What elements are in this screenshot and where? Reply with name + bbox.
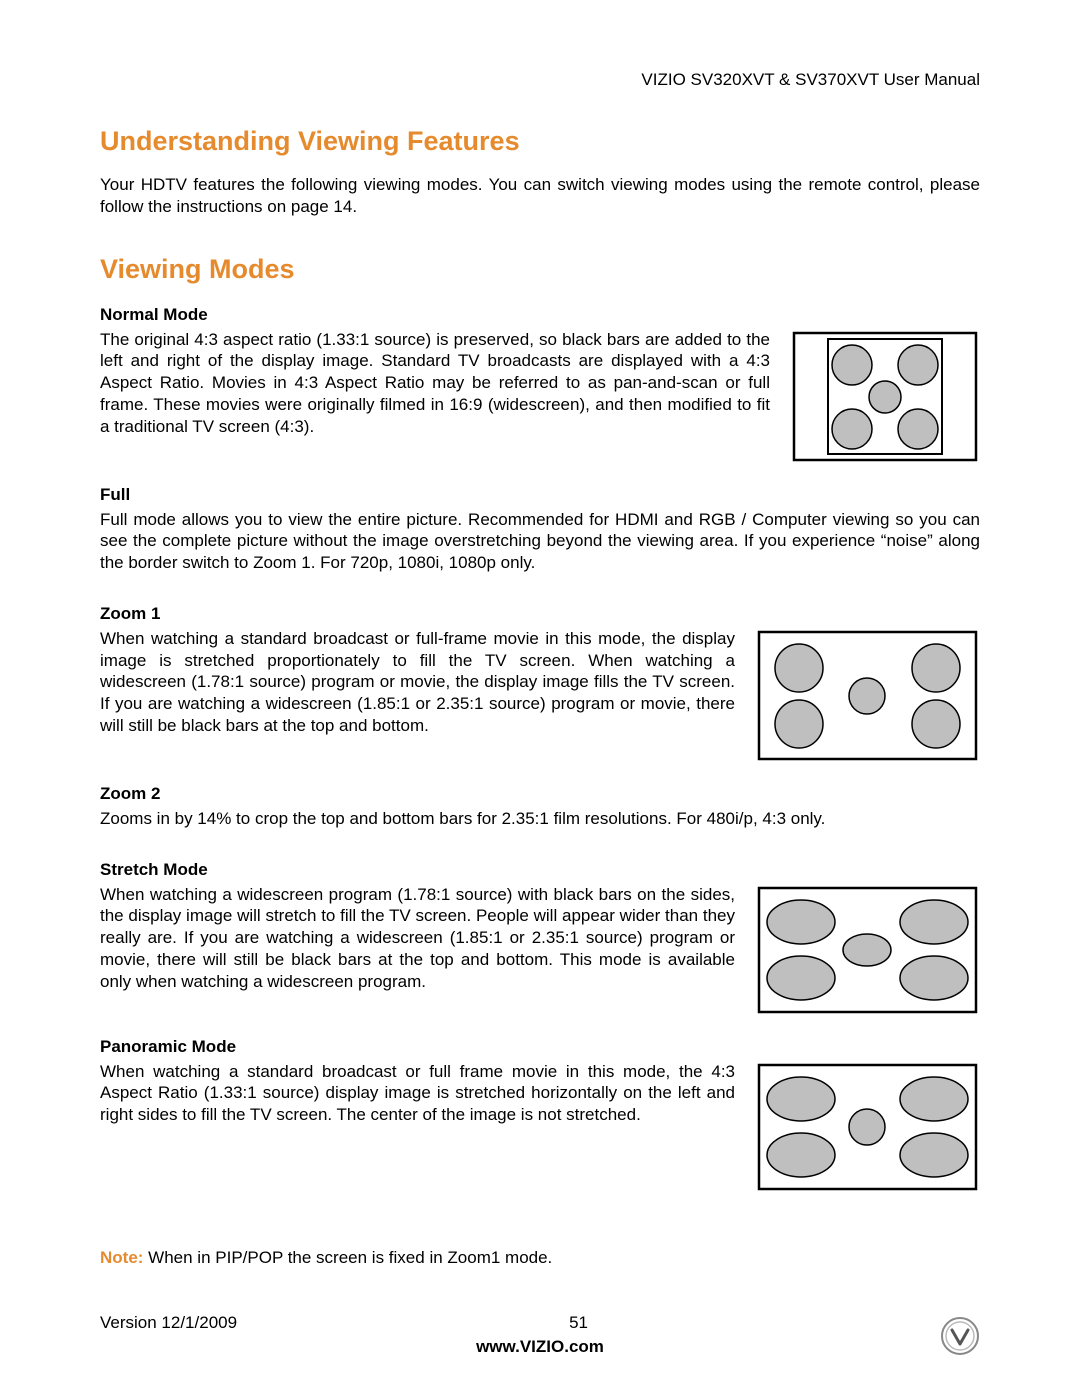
diagram-panoramic xyxy=(755,1061,980,1198)
footer-url: www.VIZIO.com xyxy=(100,1337,980,1357)
footer-page-number: 51 xyxy=(569,1313,588,1333)
intro-paragraph: Your HDTV features the following viewing… xyxy=(100,174,980,218)
vizio-logo-icon xyxy=(940,1316,980,1361)
body-normal: The original 4:3 aspect ratio (1.33:1 so… xyxy=(100,329,770,438)
body-full: Full mode allows you to view the entire … xyxy=(100,509,980,574)
section-normal: Normal Mode The original 4:3 aspect rati… xyxy=(100,305,980,469)
title-zoom1: Zoom 1 xyxy=(100,604,980,624)
header-text: VIZIO SV320XVT & SV370XVT User Manual xyxy=(100,70,980,90)
title-panoramic: Panoramic Mode xyxy=(100,1037,980,1057)
note-line: Note: When in PIP/POP the screen is fixe… xyxy=(100,1248,980,1268)
body-zoom1: When watching a standard broadcast or fu… xyxy=(100,628,735,737)
body-stretch: When watching a widescreen program (1.78… xyxy=(100,884,735,993)
body-panoramic: When watching a standard broadcast or fu… xyxy=(100,1061,735,1126)
heading-understanding: Understanding Viewing Features xyxy=(100,126,980,157)
diagram-stretch xyxy=(755,884,980,1021)
section-panoramic: Panoramic Mode When watching a standard … xyxy=(100,1037,980,1198)
note-text: When in PIP/POP the screen is fixed in Z… xyxy=(143,1248,552,1267)
title-normal: Normal Mode xyxy=(100,305,980,325)
diagram-normal xyxy=(790,329,980,469)
section-zoom2: Zoom 2 Zooms in by 14% to crop the top a… xyxy=(100,784,980,830)
note-label: Note: xyxy=(100,1248,143,1267)
body-zoom2: Zooms in by 14% to crop the top and bott… xyxy=(100,808,980,830)
title-zoom2: Zoom 2 xyxy=(100,784,980,804)
diagram-zoom1 xyxy=(755,628,980,768)
heading-viewing-modes: Viewing Modes xyxy=(100,254,980,285)
document-page: VIZIO SV320XVT & SV370XVT User Manual Un… xyxy=(0,0,1080,1397)
section-full: Full Full mode allows you to view the en… xyxy=(100,485,980,574)
footer-version: Version 12/1/2009 xyxy=(100,1313,237,1333)
title-full: Full xyxy=(100,485,980,505)
page-footer: Version 12/1/2009 51 www.VIZIO.com xyxy=(100,1313,980,1357)
title-stretch: Stretch Mode xyxy=(100,860,980,880)
section-stretch: Stretch Mode When watching a widescreen … xyxy=(100,860,980,1021)
section-zoom1: Zoom 1 When watching a standard broadcas… xyxy=(100,604,980,768)
